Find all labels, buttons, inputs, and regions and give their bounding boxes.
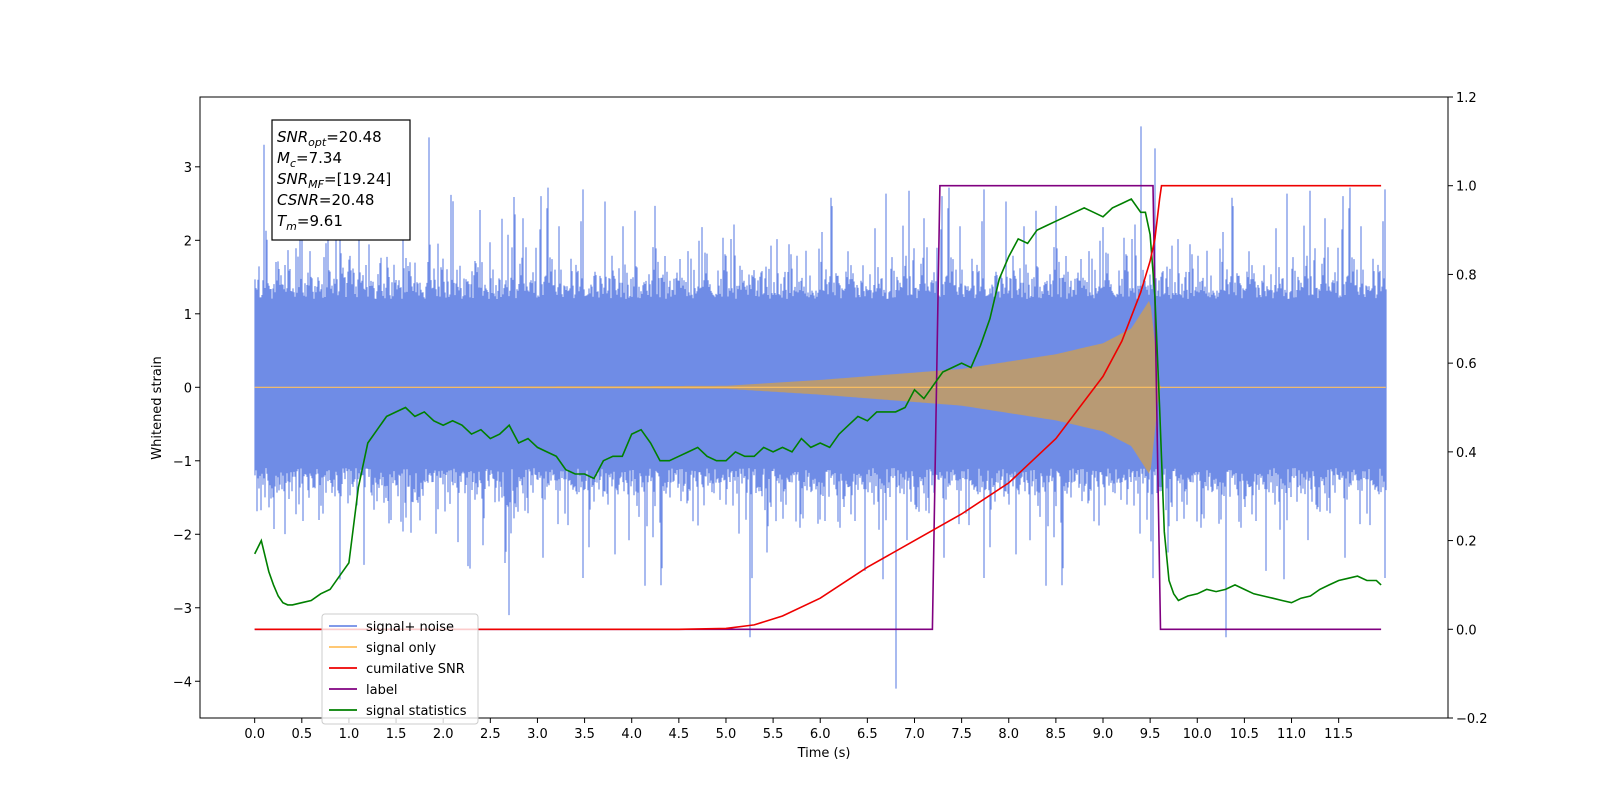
- y-left-tick-label: −3: [173, 602, 192, 617]
- y-right-tick-label: 0.0: [1456, 623, 1477, 638]
- y-left-tick-label: 1: [184, 308, 192, 323]
- x-tick-label: 7.5: [951, 727, 972, 742]
- annotation-line: Mc=7.34: [277, 149, 342, 170]
- y-left-tick-label: 0: [184, 381, 192, 396]
- x-tick-label: 7.0: [904, 727, 925, 742]
- plot-frame: [199, 96, 1449, 719]
- plot-area: [253, 126, 1387, 689]
- y-right-tick-label: 1.0: [1456, 180, 1477, 195]
- annotation-box: SNRopt=20.48Mc=7.34SNRMF=[19.24]CSNR=20.…: [271, 119, 411, 241]
- x-tick-label: 6.0: [810, 727, 831, 742]
- y-left-tick-label: 3: [184, 161, 192, 176]
- x-tick-label: 10.5: [1230, 727, 1259, 742]
- y-axis-left-ticks: −4 −3 −2 −1 0 1 2 3: [173, 161, 200, 690]
- y-right-tick-label: −0.2: [1456, 712, 1488, 727]
- signal-only-series: [254, 300, 1386, 474]
- y-left-tick-label: 2: [184, 234, 192, 249]
- y-right-tick-label: 0.2: [1456, 535, 1477, 550]
- y-left-tick-label: −1: [173, 455, 192, 470]
- annotation-frame: [271, 119, 411, 241]
- x-tick-label: 3.5: [574, 727, 595, 742]
- x-tick-label: 1.0: [339, 727, 360, 742]
- x-tick-label: 1.5: [386, 727, 407, 742]
- y-axis-right-ticks: −0.2 0.0 0.2 0.4 0.6 0.8 1.0 1.2: [1448, 91, 1488, 727]
- x-tick-label: 9.0: [1093, 727, 1114, 742]
- x-tick-label: 2.5: [480, 727, 501, 742]
- x-tick-label: 10.0: [1183, 727, 1212, 742]
- y-right-tick-label: 1.2: [1456, 91, 1477, 106]
- legend-label: cumilative SNR: [366, 662, 465, 677]
- x-tick-label: 2.0: [433, 727, 454, 742]
- y-right-tick-label: 0.6: [1456, 357, 1477, 372]
- annotation-line: SNRopt=20.48: [277, 128, 382, 149]
- label-line: [254, 184, 1382, 631]
- x-tick-label: 0.5: [291, 727, 312, 742]
- right-axis-series: [253, 184, 1382, 631]
- legend-label: label: [366, 683, 397, 698]
- y-axis-left-label: Whitened strain: [150, 356, 165, 459]
- x-tick-label: 11.0: [1277, 727, 1306, 742]
- x-tick-label: 8.0: [998, 727, 1019, 742]
- x-tick-label: 4.0: [621, 727, 642, 742]
- x-tick-label: 6.5: [857, 727, 878, 742]
- x-tick-label: 4.5: [668, 727, 689, 742]
- y-right-tick-label: 0.4: [1456, 446, 1477, 461]
- x-tick-label: 11.5: [1324, 727, 1353, 742]
- y-left-tick-label: −4: [173, 675, 192, 690]
- x-tick-label: 8.5: [1046, 727, 1067, 742]
- legend-label: signal+ noise: [366, 620, 454, 635]
- y-left-tick-label: −2: [173, 528, 192, 543]
- x-tick-label: 9.5: [1140, 727, 1161, 742]
- legend-label: signal statistics: [366, 704, 467, 719]
- x-tick-label: 5.0: [716, 727, 737, 742]
- annotation-line: SNRMF=[19.24]: [277, 170, 391, 191]
- annotation-line: Tm=9.61: [277, 212, 343, 233]
- x-tick-label: 3.0: [527, 727, 548, 742]
- x-tick-label: 5.5: [763, 727, 784, 742]
- x-axis-ticks: 0.0 0.5 1.0 1.5 2.0 2.5 3.0 3.5 4.0 4.5 5.0 5.5 6.0 6…: [244, 718, 1353, 742]
- signal-statistics-line: [253, 197, 1382, 606]
- legend-frame: [321, 613, 479, 725]
- legend-label: signal only: [366, 641, 436, 656]
- annotation-line: CSNR=20.48: [277, 191, 374, 209]
- x-tick-label: 0.0: [244, 727, 265, 742]
- x-axis-label: Time (s): [797, 746, 851, 761]
- cumilative-snr-line: [254, 184, 1382, 631]
- legend: signal+ noise signal only cumilative SNR la…: [321, 613, 479, 725]
- y-right-tick-label: 0.8: [1456, 268, 1477, 283]
